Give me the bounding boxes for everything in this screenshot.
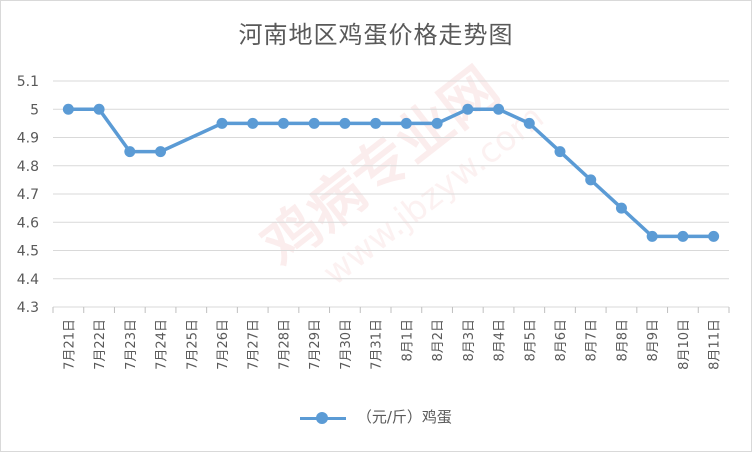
- x-tick-label: 8月6日: [554, 319, 569, 362]
- x-tick-label: 7月28日: [277, 319, 292, 370]
- x-tick-label: 8月3日: [462, 319, 477, 362]
- y-tick-label: 4.3: [17, 300, 39, 316]
- data-point: [370, 117, 382, 129]
- data-point: [308, 117, 320, 129]
- y-tick-label: 5: [30, 102, 39, 118]
- x-tick-label: 7月27日: [247, 319, 262, 370]
- x-tick-label: 7月31日: [370, 319, 385, 370]
- y-tick-label: 4.5: [17, 244, 39, 260]
- x-tick-label: 7月24日: [155, 319, 170, 370]
- data-point: [708, 230, 720, 242]
- data-point: [247, 117, 259, 129]
- x-tick-label: 8月4日: [493, 319, 508, 362]
- legend-swatch: [300, 411, 347, 425]
- x-tick-label: 8月7日: [585, 319, 600, 362]
- data-point: [62, 103, 74, 115]
- y-tick-label: 4.9: [17, 131, 39, 147]
- x-tick-label: 8月2日: [431, 319, 446, 362]
- y-tick-label: 5.1: [17, 74, 39, 90]
- data-point: [216, 117, 228, 129]
- data-point: [554, 146, 566, 158]
- y-tick-label: 4.6: [17, 215, 39, 231]
- chart-title: 河南地区鸡蛋价格走势图: [238, 21, 514, 49]
- x-tick-label: 7月26日: [216, 319, 231, 370]
- data-point: [615, 202, 627, 214]
- data-point: [93, 103, 105, 115]
- data-point: [493, 103, 505, 115]
- data-point: [124, 146, 136, 158]
- x-tick-label: 7月21日: [62, 319, 77, 370]
- series-line: [68, 107, 714, 239]
- x-tick-label: 8月8日: [615, 319, 630, 362]
- y-tick-label: 4.7: [17, 187, 39, 203]
- data-point: [646, 230, 658, 242]
- legend: （元/斤）鸡蛋: [1, 406, 751, 427]
- x-tick-label: 7月23日: [124, 319, 139, 370]
- data-point: [277, 117, 289, 129]
- data-point: [155, 146, 167, 158]
- y-tick-label: 4.8: [17, 159, 39, 175]
- x-tick-label: 8月11日: [708, 319, 723, 370]
- data-point: [677, 230, 689, 242]
- x-tick-label: 7月22日: [93, 319, 108, 370]
- data-point: [585, 174, 597, 186]
- data-point: [431, 117, 443, 129]
- x-tick-label: 8月9日: [646, 319, 661, 362]
- data-point: [462, 103, 474, 115]
- y-tick-label: 4.4: [17, 272, 39, 288]
- x-tick-label: 8月10日: [677, 319, 692, 370]
- data-point: [523, 117, 535, 129]
- data-point: [400, 117, 412, 129]
- x-tick-label: 8月1日: [400, 319, 415, 362]
- x-tick-label: 8月5日: [523, 319, 538, 362]
- x-tick-label: 7月30日: [339, 319, 354, 370]
- legend-label: （元/斤）鸡蛋: [356, 408, 452, 426]
- data-point: [339, 117, 351, 129]
- x-tick-label: 7月25日: [185, 319, 200, 370]
- x-tick-label: 7月29日: [308, 319, 323, 370]
